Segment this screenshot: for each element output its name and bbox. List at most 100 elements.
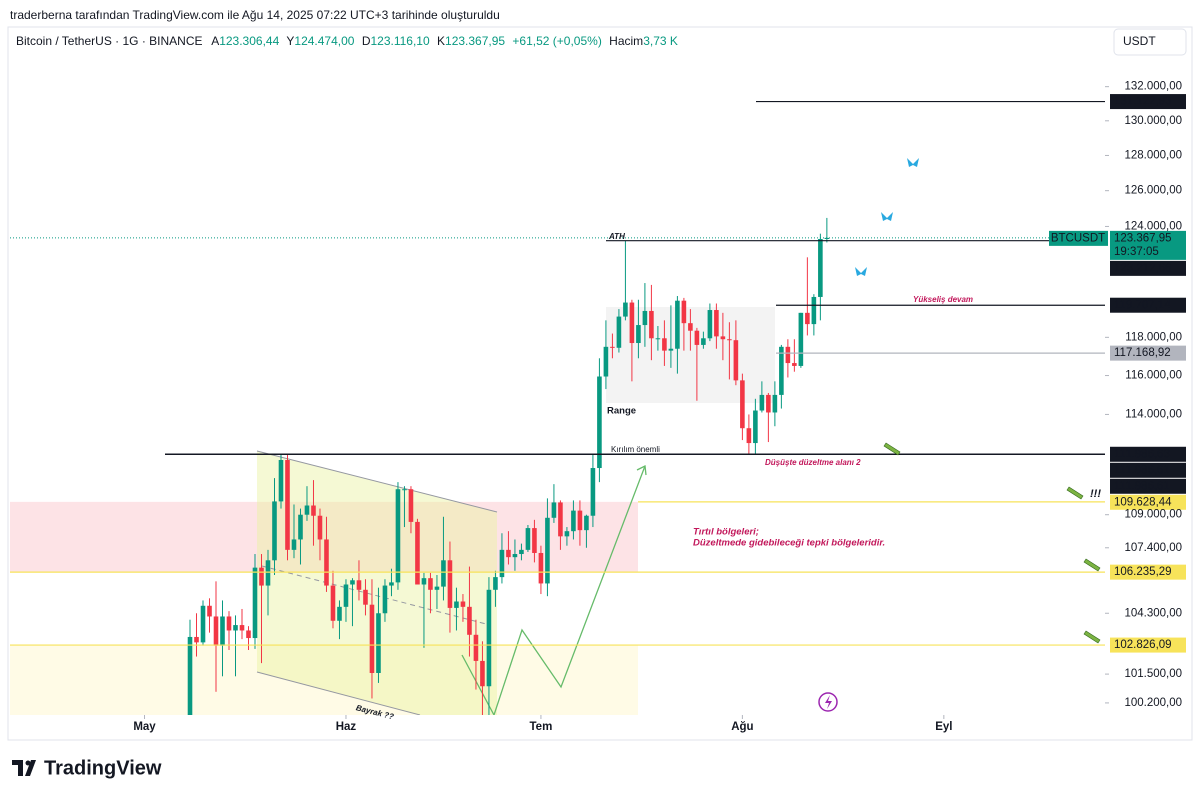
background-layer bbox=[10, 501, 638, 715]
levels: 131.122,93 123.367,95 19:37:05 BTCUSDT 123.2… bbox=[10, 94, 1186, 653]
axes: 132.000,00 130.000,00 128.000,00 126.000,00… bbox=[133, 81, 1182, 733]
annotation: Range bbox=[607, 406, 636, 417]
symbol-tag bbox=[1049, 230, 1108, 246]
candle-body bbox=[376, 613, 381, 673]
candle-body bbox=[701, 338, 706, 345]
candle-body bbox=[265, 560, 271, 586]
candle-body bbox=[772, 394, 778, 413]
candle-body bbox=[252, 567, 258, 639]
annotation: !!! bbox=[1090, 488, 1101, 500]
candle-body bbox=[291, 539, 297, 550]
last-price-box bbox=[1110, 230, 1186, 260]
candle-body bbox=[564, 531, 570, 537]
candle-body bbox=[655, 338, 661, 340]
level-label: 109.628,44 bbox=[1114, 496, 1172, 508]
y-tick-label: 132.000,00 bbox=[1124, 81, 1182, 93]
y-tick-label: 126.000,00 bbox=[1124, 185, 1182, 197]
ohlc-label: D bbox=[362, 34, 371, 48]
candles bbox=[187, 217, 830, 715]
currency-button[interactable] bbox=[1113, 28, 1187, 56]
candle-body bbox=[779, 346, 784, 395]
candle-body bbox=[337, 606, 342, 621]
countdown: 19:37:05 bbox=[1114, 246, 1159, 258]
candle-body bbox=[551, 502, 557, 518]
y-tick-label: 124.000,00 bbox=[1124, 220, 1182, 232]
candle-body bbox=[311, 505, 316, 516]
level-label: 131.122,93 bbox=[1114, 96, 1172, 108]
x-tick-label: Ağu bbox=[731, 721, 753, 733]
candle-body bbox=[662, 338, 667, 351]
alert-icon[interactable] bbox=[818, 692, 838, 712]
last-price-label: 123.367,95 bbox=[1114, 232, 1172, 244]
candle-body bbox=[818, 238, 823, 297]
alert-bolt bbox=[825, 695, 832, 709]
level-box bbox=[1110, 478, 1186, 494]
level-box bbox=[1110, 494, 1186, 510]
candle-body bbox=[707, 310, 713, 339]
volume: 3,73 K bbox=[643, 34, 678, 48]
candle-body bbox=[720, 336, 726, 340]
caterpillar-icons bbox=[883, 442, 1101, 644]
candle-body bbox=[792, 363, 797, 366]
ohlc-value: 123.367,95 bbox=[445, 34, 505, 48]
annotation: Düzeltmede gidebileceği tepki bölgelerid… bbox=[693, 538, 885, 549]
x-tick-label: Eyl bbox=[935, 721, 952, 733]
candle-body bbox=[363, 589, 368, 605]
candle-body bbox=[610, 346, 615, 348]
candle-body bbox=[233, 625, 238, 631]
level-box bbox=[1110, 462, 1186, 478]
y-tick-label: 130.000,00 bbox=[1124, 115, 1182, 127]
candle-body bbox=[805, 312, 810, 325]
candle-body bbox=[753, 410, 758, 444]
logo: TradingView bbox=[12, 757, 162, 779]
candle-body bbox=[285, 460, 290, 550]
symbol-tag-label: BTCUSDT bbox=[1051, 232, 1105, 244]
ohlc-value: 123.116,10 bbox=[370, 34, 429, 48]
candle-body bbox=[759, 394, 765, 411]
volume-label: Hacim bbox=[609, 34, 643, 48]
candle-body bbox=[343, 584, 349, 607]
candle-body bbox=[239, 625, 245, 631]
candle-body bbox=[545, 517, 550, 584]
candle-body bbox=[727, 339, 732, 341]
candle-body bbox=[675, 300, 680, 349]
candle-body bbox=[395, 489, 401, 583]
level-label: 117.168,92 bbox=[1114, 347, 1171, 359]
y-tick-label: 116.000,00 bbox=[1125, 370, 1182, 382]
level-label: 123.212,66 bbox=[1114, 262, 1172, 274]
candle-body bbox=[740, 380, 745, 429]
candle-body bbox=[499, 549, 505, 578]
candle-body bbox=[421, 578, 427, 585]
candle-body bbox=[460, 601, 466, 607]
candle-body bbox=[649, 310, 654, 339]
ohlc-value: 124.474,00 bbox=[294, 34, 354, 48]
projection-arrow bbox=[461, 465, 646, 715]
candle-body bbox=[597, 376, 602, 469]
x-tick-label: Tem bbox=[530, 721, 553, 733]
candle-body bbox=[636, 325, 641, 344]
candle-body bbox=[213, 616, 219, 646]
candle-body bbox=[389, 582, 394, 586]
candle-body bbox=[434, 586, 440, 590]
candle-body bbox=[246, 630, 251, 639]
candle-body bbox=[512, 554, 518, 558]
candle-body bbox=[304, 505, 310, 515]
candle-body bbox=[733, 340, 739, 381]
flag-zone bbox=[257, 451, 497, 715]
y-tick-label: 107.400,00 bbox=[1124, 542, 1182, 554]
candle-body bbox=[259, 567, 264, 586]
candle-body bbox=[447, 560, 453, 608]
flag-mid bbox=[261, 565, 491, 626]
y-tick-label: 100.200,00 bbox=[1124, 697, 1182, 709]
level-box bbox=[1110, 297, 1186, 313]
annotation: Tırtıl bölgeleri; bbox=[693, 527, 759, 538]
logo-text: TradingView bbox=[44, 757, 162, 779]
symbol: Bitcoin / TetherUS · 1G · BINANCE bbox=[16, 34, 203, 48]
y-tick-label: 109.000,00 bbox=[1124, 509, 1182, 521]
candle-body bbox=[226, 616, 232, 631]
y-tick-label: 118.000,00 bbox=[1125, 331, 1182, 343]
candle-body bbox=[298, 514, 303, 540]
candle-body bbox=[525, 528, 531, 550]
x-tick-label: Haz bbox=[336, 721, 357, 733]
candle-body bbox=[590, 468, 596, 516]
